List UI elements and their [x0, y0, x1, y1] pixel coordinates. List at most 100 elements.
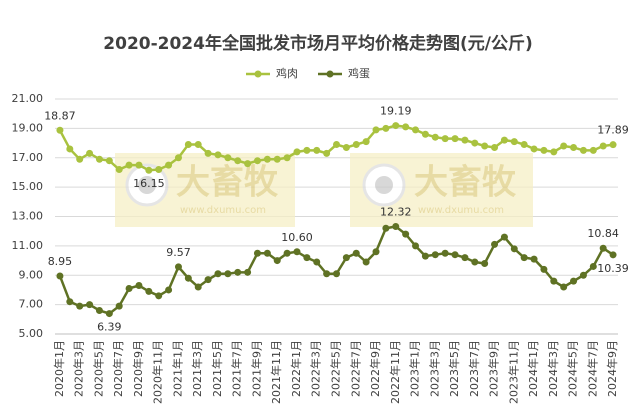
data-point	[500, 233, 508, 241]
y-tick-label: 5.00	[19, 327, 44, 340]
data-label: 10.60	[281, 231, 313, 244]
data-point	[382, 124, 390, 132]
watermark-logo	[375, 176, 393, 194]
x-tick-label: 2021年9月	[249, 340, 263, 397]
y-tick-label: 15.00	[12, 180, 44, 193]
x-tick-label: 2024年5月	[566, 340, 580, 397]
x-tick-label: 2023年5月	[447, 340, 461, 397]
y-tick-label: 17.00	[12, 151, 44, 164]
data-point	[313, 258, 321, 266]
data-point	[155, 166, 163, 173]
data-point	[56, 272, 64, 280]
data-label: 12.32	[380, 205, 412, 218]
x-tick-label: 2022年3月	[309, 340, 323, 397]
x-tick-label: 2021年1月	[170, 340, 184, 397]
data-point	[293, 148, 301, 156]
data-point	[253, 157, 261, 165]
data-point	[609, 251, 617, 259]
data-point	[431, 133, 439, 141]
x-tick-label: 2020年3月	[72, 340, 86, 397]
y-tick-label: 9.00	[19, 268, 44, 281]
data-point	[392, 222, 400, 230]
x-tick-label: 2020年11月	[151, 340, 165, 404]
data-point	[165, 161, 173, 169]
data-point	[145, 287, 153, 295]
data-point	[461, 136, 469, 144]
x-tick-label: 2022年1月	[289, 340, 303, 397]
x-tick-label: 2020年9月	[131, 340, 145, 397]
data-point	[510, 138, 518, 146]
data-point	[303, 254, 311, 262]
data-label: 8.95	[48, 255, 73, 268]
data-point	[234, 157, 242, 165]
data-point	[283, 249, 291, 257]
x-tick-label: 2023年1月	[408, 340, 422, 397]
legend-label: 鸡肉	[276, 66, 298, 80]
data-label: 16.15	[133, 177, 165, 190]
data-point	[392, 122, 400, 130]
data-label: 17.89	[597, 124, 629, 137]
data-point	[214, 270, 222, 278]
data-point	[431, 251, 439, 259]
data-point	[135, 282, 143, 290]
data-point	[214, 151, 222, 159]
x-tick-label: 2021年5月	[210, 340, 224, 397]
data-point	[86, 301, 94, 309]
data-point	[481, 142, 489, 150]
x-tick-label: 2020年7月	[111, 340, 125, 397]
data-point	[441, 249, 449, 257]
x-tick-label: 2024年3月	[546, 340, 560, 397]
data-point	[66, 145, 74, 153]
data-point	[155, 292, 163, 300]
x-tick-label: 2022年5月	[329, 340, 343, 397]
data-point	[224, 270, 232, 278]
data-point	[412, 126, 420, 134]
data-point	[273, 155, 281, 163]
x-tick-label: 2023年9月	[487, 340, 501, 397]
data-point	[224, 154, 232, 162]
data-point	[372, 126, 380, 134]
y-tick-label: 7.00	[19, 298, 44, 311]
data-point	[560, 142, 568, 150]
x-tick-label: 2023年3月	[427, 340, 441, 397]
data-point	[530, 145, 538, 153]
data-point	[579, 146, 587, 154]
data-point	[105, 310, 113, 318]
x-tick-label: 2020年1月	[52, 340, 66, 397]
data-point	[451, 251, 459, 259]
data-point	[184, 141, 192, 149]
data-point	[540, 265, 548, 273]
data-point	[342, 143, 350, 151]
data-point	[550, 277, 558, 285]
data-point	[194, 283, 202, 291]
data-point	[95, 307, 103, 314]
data-point	[105, 157, 113, 165]
data-point	[174, 263, 182, 271]
data-point	[352, 141, 360, 149]
data-point	[540, 146, 548, 154]
data-point	[491, 240, 499, 248]
data-point	[194, 141, 202, 149]
data-point	[342, 254, 350, 262]
data-point	[560, 283, 568, 291]
x-tick-label: 2021年3月	[190, 340, 204, 397]
data-label: 10.39	[597, 262, 629, 275]
data-point	[570, 277, 578, 285]
data-point	[244, 160, 252, 168]
data-point	[115, 302, 123, 310]
data-point	[66, 298, 74, 306]
chart-title: 2020-2024年全国批发市场月平均价格走势图(元/公斤)	[103, 33, 532, 54]
data-point	[362, 258, 370, 266]
data-point	[174, 154, 182, 162]
x-tick-label: 2020年5月	[91, 340, 105, 397]
x-tick-label: 2024年1月	[526, 340, 540, 397]
data-point	[402, 230, 410, 238]
data-point	[520, 254, 528, 262]
data-point	[273, 257, 281, 265]
legend-label: 鸡蛋	[348, 66, 370, 80]
data-label: 19.19	[380, 105, 412, 118]
data-point	[382, 224, 390, 232]
data-point	[599, 244, 607, 252]
data-point	[263, 155, 271, 163]
data-point	[599, 142, 607, 150]
